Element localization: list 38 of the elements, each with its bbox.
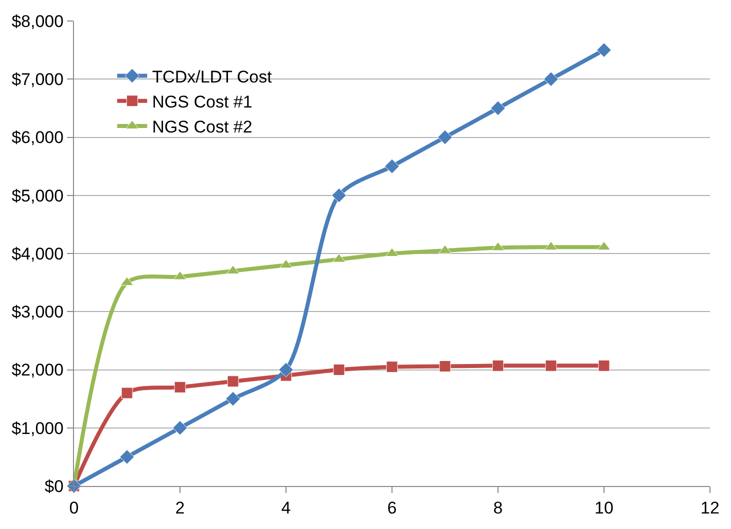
y-tick-label: $7,000 bbox=[12, 70, 64, 90]
point bbox=[174, 381, 186, 393]
point bbox=[439, 360, 451, 372]
point bbox=[386, 361, 398, 373]
x-tick-label: 4 bbox=[281, 498, 291, 518]
x-tick-label: 8 bbox=[493, 498, 503, 518]
y-tick-label: $6,000 bbox=[12, 128, 64, 148]
point bbox=[172, 420, 188, 436]
point bbox=[278, 362, 294, 378]
y-tick-label: $5,000 bbox=[12, 186, 64, 206]
legend-label: TCDx/LDT Cost bbox=[152, 67, 272, 86]
x-tick-label: 12 bbox=[700, 498, 720, 518]
y-tick-label: $2,000 bbox=[12, 360, 64, 380]
legend-label: NGS Cost #2 bbox=[152, 118, 252, 137]
x-tick-label: 0 bbox=[69, 498, 79, 518]
point bbox=[333, 364, 345, 376]
y-tick-label: $4,000 bbox=[12, 244, 64, 264]
point bbox=[490, 100, 506, 116]
legend-label: NGS Cost #1 bbox=[152, 92, 252, 112]
y-tick-label: $1,000 bbox=[12, 418, 64, 438]
y-tick-label: $0 bbox=[44, 476, 64, 496]
point bbox=[438, 130, 452, 145]
x-tick-label: 6 bbox=[387, 498, 397, 518]
x-tick-label: 10 bbox=[594, 498, 614, 518]
point bbox=[598, 360, 610, 372]
y-tick-label: $3,000 bbox=[12, 302, 64, 322]
point bbox=[120, 450, 134, 464]
point bbox=[545, 360, 557, 372]
point bbox=[492, 360, 504, 372]
x-tick-label: 2 bbox=[175, 498, 185, 518]
point bbox=[332, 188, 346, 203]
point bbox=[544, 72, 558, 87]
point bbox=[121, 387, 133, 399]
y-tick-label: $8,000 bbox=[12, 12, 64, 31]
point bbox=[384, 158, 400, 174]
point bbox=[227, 376, 239, 388]
point bbox=[596, 42, 612, 58]
point bbox=[226, 391, 240, 406]
